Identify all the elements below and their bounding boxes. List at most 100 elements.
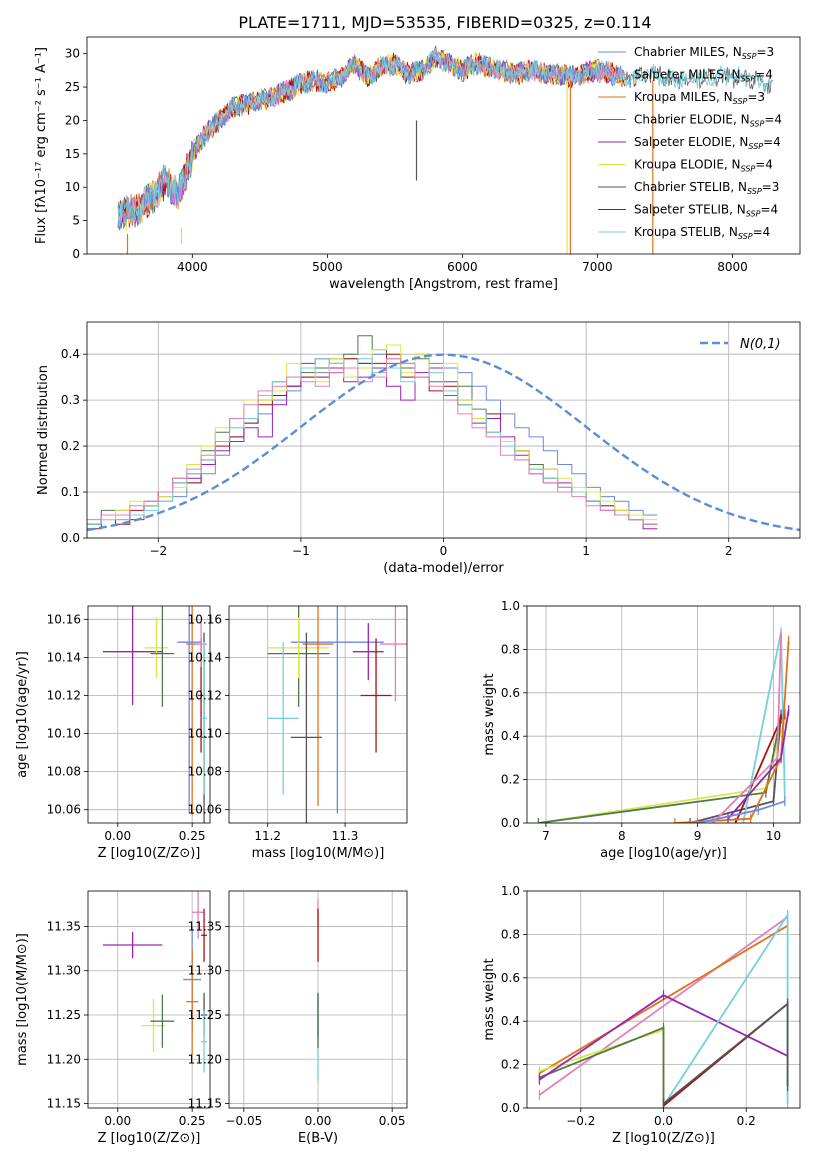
- legend-label: Kroupa MILES, NSSP=3: [634, 90, 765, 106]
- mass-weight-line: [538, 714, 782, 823]
- legend-label-subscript: SSP: [741, 75, 756, 84]
- y-tick-label: 1.0: [501, 884, 520, 898]
- y-tick-label: 11.25: [47, 1008, 81, 1022]
- y-tick-label: 0.8: [501, 927, 520, 941]
- legend-label-main: Salpeter STELIB, N: [634, 203, 746, 217]
- mass-weight-line: [538, 916, 789, 1096]
- x-axis-label: (data-model)/error: [383, 561, 504, 576]
- legend-label-subscript: SSP: [748, 142, 763, 151]
- histogram-step: [87, 358, 658, 538]
- axes-frame: [526, 605, 801, 824]
- y-tick-label: 0.1: [61, 485, 80, 499]
- y-tick-label: 0: [72, 247, 80, 261]
- legend-label: Salpeter MILES, NSSP=4: [634, 68, 773, 84]
- y-tick-label: 11.35: [47, 919, 81, 933]
- y-tick-label: 10.14: [47, 650, 81, 664]
- y-tick-label: 5: [72, 214, 80, 228]
- histogram-step: [87, 358, 658, 538]
- y-axis-label: Flux [fλ10⁻¹⁷ erg cm⁻² s⁻¹ A⁻¹]: [34, 47, 49, 244]
- legend-label-count: =4: [755, 158, 773, 172]
- y-tick-label: 10.12: [47, 688, 81, 702]
- legend-label-count: =4: [753, 225, 771, 239]
- y-tick-label: 10.06: [188, 803, 222, 817]
- y-tick-label: 10.16: [47, 612, 81, 626]
- y-axis-label: mass weight: [482, 958, 497, 1040]
- y-tick-label: 10.08: [188, 765, 222, 779]
- y-axis-label: age [log10(age/yr)]: [15, 651, 30, 778]
- x-axis-label: E(B-V): [298, 1131, 338, 1146]
- y-tick-label: 0.2: [501, 773, 520, 787]
- y-tick-label: 10.08: [47, 765, 81, 779]
- legend-label-main: Kroupa STELIB, N: [634, 225, 738, 239]
- x-tick-label: 0.00: [305, 1114, 332, 1128]
- y-tick-label: 10.10: [188, 727, 222, 741]
- x-tick-label: 0.25: [179, 829, 206, 843]
- y-tick-label: 0.6: [501, 971, 520, 985]
- legend-label-subscript: SSP: [747, 187, 762, 196]
- x-tick-label: 0: [440, 544, 448, 558]
- x-tick-label: 5000: [312, 260, 343, 274]
- y-tick-label: 11.35: [188, 919, 222, 933]
- y-tick-label: 20: [65, 113, 80, 127]
- legend-label-count: =4: [763, 135, 781, 149]
- y-tick-label: 10.14: [188, 650, 222, 664]
- x-tick-label: −0.2: [566, 1114, 595, 1128]
- y-tick-label: 30: [65, 47, 80, 61]
- legend-label: Chabrier ELODIE, NSSP=4: [634, 113, 782, 129]
- legend-label-count: =4: [755, 68, 773, 82]
- x-tick-label: −2: [149, 544, 167, 558]
- y-tick-label: 10.06: [47, 803, 81, 817]
- legend-label-subscript: SSP: [742, 52, 757, 61]
- legend-label: Kroupa STELIB, NSSP=4: [634, 225, 770, 241]
- y-tick-label: 0.0: [501, 1101, 520, 1115]
- legend-label-subscript: SSP: [746, 210, 761, 219]
- x-tick-label: −0.05: [225, 1114, 262, 1128]
- x-tick-label: 8: [618, 829, 626, 843]
- x-tick-label: 8000: [717, 260, 748, 274]
- legend-label-subscript: SSP: [741, 165, 756, 174]
- y-tick-label: 11.15: [47, 1097, 81, 1111]
- legend-label-main: Kroupa ELODIE, N: [634, 158, 741, 172]
- x-axis-label: Z [log10(Z/Z⊙)]: [612, 1131, 715, 1146]
- histogram-step: [87, 344, 658, 538]
- y-tick-label: 11.30: [188, 964, 222, 978]
- y-tick-label: 10.12: [188, 688, 222, 702]
- legend-label-count: =4: [760, 203, 778, 217]
- y-tick-label: 11.25: [188, 1008, 222, 1022]
- x-axis-label: Z [log10(Z/Z⊙)]: [98, 846, 201, 861]
- x-tick-label: 6000: [447, 260, 478, 274]
- y-tick-label: 11.20: [47, 1052, 81, 1066]
- x-tick-label: 11.3: [332, 829, 359, 843]
- x-tick-label: 11.2: [254, 829, 281, 843]
- axes-frame: [228, 605, 408, 824]
- x-tick-label: 0.00: [104, 829, 131, 843]
- legend-label: Kroupa ELODIE, NSSP=4: [634, 158, 773, 174]
- y-tick-label: 0.2: [501, 1058, 520, 1072]
- y-tick-label: 15: [65, 147, 80, 161]
- legend-label-main: Salpeter ELODIE, N: [634, 135, 748, 149]
- normal-curve: [87, 353, 800, 532]
- x-tick-label: 0.25: [179, 1114, 206, 1128]
- x-axis-label: wavelength [Angstrom, rest frame]: [329, 277, 558, 292]
- y-axis-label: Normed distribution: [36, 365, 51, 495]
- axes-frame: [87, 890, 211, 1109]
- y-tick-label: 0.4: [501, 1014, 520, 1028]
- spectrum-title: PLATE=1711, MJD=53535, FIBERID=0325, z=0…: [238, 13, 651, 32]
- legend-label-main: Chabrier MILES, N: [634, 45, 742, 59]
- x-tick-label: 0.2: [737, 1114, 756, 1128]
- spectrum-line: [117, 50, 771, 228]
- y-tick-label: 0.6: [501, 686, 520, 700]
- mass-weight-line: [662, 911, 789, 1107]
- legend-label-count: =4: [764, 113, 782, 127]
- y-tick-label: 0.8: [501, 642, 520, 656]
- legend-label-main: Chabrier ELODIE, N: [634, 113, 750, 127]
- axes-frame: [228, 890, 408, 1109]
- legend-label: Salpeter STELIB, NSSP=4: [634, 203, 778, 219]
- x-tick-label: 0.05: [379, 1114, 406, 1128]
- y-tick-label: 0.0: [61, 531, 80, 545]
- y-axis-label: mass weight: [482, 673, 497, 755]
- x-axis-label: age [log10(age/yr)]: [600, 846, 727, 861]
- legend-label: Salpeter ELODIE, NSSP=4: [634, 135, 781, 151]
- y-tick-label: 11.15: [188, 1097, 222, 1111]
